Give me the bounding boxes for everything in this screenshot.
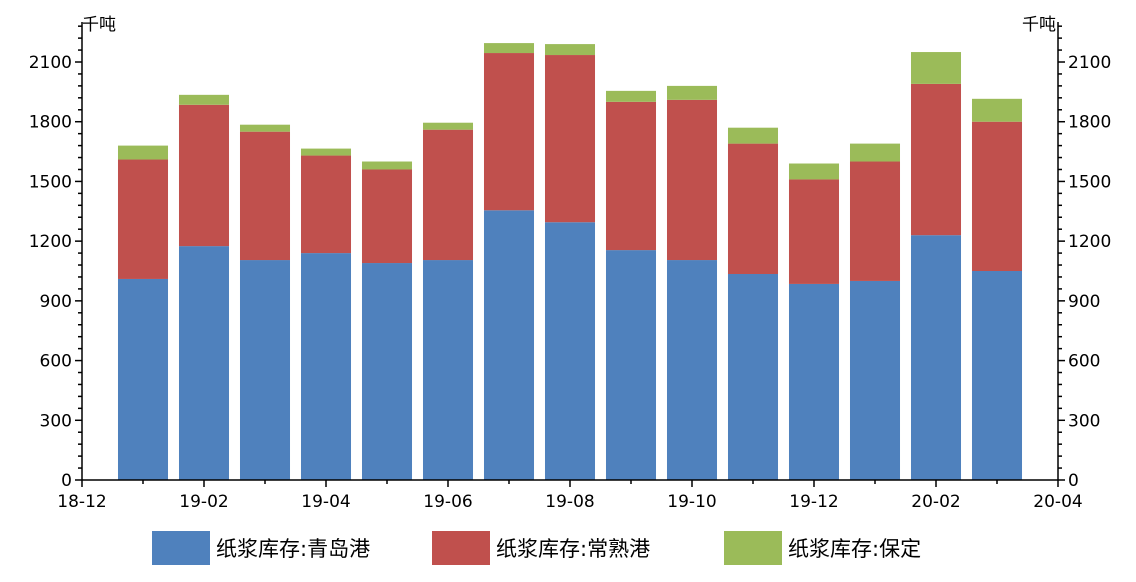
bar-segment-2020-02-s2 [910, 52, 962, 84]
bar-segment-2019-05-s1 [361, 169, 413, 264]
legend-label-1: 纸浆库存:常熟港 [496, 537, 650, 561]
bar-segment-2019-02-s2 [178, 94, 230, 105]
bar-segment-2020-03-s1 [971, 121, 1023, 272]
x-tick-label: 20-04 [1033, 492, 1082, 512]
bars-layer [117, 43, 1023, 481]
y-axis-unit-left: 千吨 [82, 15, 116, 35]
x-tick-label: 18-12 [57, 492, 106, 512]
legend-label-2: 纸浆库存:保定 [788, 537, 921, 561]
y-tick-label-left: 900 [40, 292, 72, 312]
x-tick-label: 19-08 [545, 492, 594, 512]
bar-segment-2020-01-s0 [849, 280, 901, 480]
x-tick-label: 19-04 [301, 492, 350, 512]
bar-segment-2019-10-s1 [666, 99, 718, 261]
bar-segment-2019-04-s2 [300, 148, 352, 156]
y-tick-label-right: 1500 [1068, 172, 1111, 192]
bar-segment-2019-06-s1 [422, 129, 474, 261]
y-tick-label-right: 0 [1068, 471, 1079, 491]
legend-swatch-0 [152, 531, 210, 565]
bar-segment-2019-10-s0 [666, 260, 718, 480]
x-tick-label: 19-12 [789, 492, 838, 512]
bar-segment-2019-05-s2 [361, 161, 413, 170]
bar-segment-2019-11-s1 [727, 143, 779, 274]
x-tick-label: 19-10 [667, 492, 716, 512]
bar-segment-2019-02-s0 [178, 246, 230, 480]
y-tick-label-left: 300 [40, 411, 72, 431]
y-tick-label-right: 1200 [1068, 232, 1111, 252]
bar-segment-2019-09-s1 [605, 101, 657, 251]
bar-segment-2020-03-s0 [971, 271, 1023, 480]
bar-segment-2019-12-s2 [788, 163, 840, 180]
y-tick-label-left: 1500 [29, 172, 72, 192]
bar-segment-2020-03-s2 [971, 98, 1023, 122]
x-tick-label: 19-06 [423, 492, 472, 512]
bar-segment-2019-11-s0 [727, 273, 779, 480]
bar-segment-2019-07-s0 [483, 210, 535, 481]
x-tick-label: 20-02 [911, 492, 960, 512]
legend-label-0: 纸浆库存:青岛港 [216, 537, 370, 561]
bar-segment-2020-02-s0 [910, 235, 962, 480]
legend-swatch-2 [724, 531, 782, 565]
y-axis-unit-right: 千吨 [1022, 15, 1056, 35]
bar-segment-2019-09-s2 [605, 90, 657, 102]
bar-segment-2019-04-s1 [300, 155, 352, 254]
x-tick-label: 19-02 [179, 492, 228, 512]
y-tick-label-right: 300 [1068, 411, 1100, 431]
bar-segment-2019-02-s1 [178, 104, 230, 247]
bar-segment-2019-01-s1 [117, 159, 169, 279]
y-tick-label-left: 2100 [29, 53, 72, 73]
legend-swatch-1 [432, 531, 490, 565]
bar-segment-2019-12-s1 [788, 179, 840, 284]
bar-segment-2019-03-s2 [239, 124, 291, 132]
bar-segment-2019-06-s0 [422, 260, 474, 480]
bar-segment-2019-04-s0 [300, 253, 352, 480]
bar-segment-2019-05-s0 [361, 263, 413, 480]
y-tick-label-right: 2100 [1068, 53, 1111, 73]
bar-segment-2019-07-s2 [483, 43, 535, 54]
y-tick-label-left: 600 [40, 352, 72, 372]
bar-segment-2019-01-s2 [117, 145, 169, 160]
bar-segment-2020-02-s1 [910, 83, 962, 236]
bar-segment-2019-07-s1 [483, 53, 535, 211]
y-tick-label-right: 1800 [1068, 113, 1111, 133]
y-tick-label-left: 1200 [29, 232, 72, 252]
bar-segment-2019-11-s2 [727, 127, 779, 144]
bar-segment-2019-10-s2 [666, 85, 718, 100]
y-tick-label-right: 600 [1068, 352, 1100, 372]
bar-segment-2019-03-s1 [239, 131, 291, 261]
bar-segment-2019-08-s2 [544, 44, 596, 56]
bar-segment-2019-09-s0 [605, 250, 657, 480]
y-tick-label-left: 1800 [29, 113, 72, 133]
axes-layer: 0 0 300 300 600 600 900 900 1200 1200 1500 1500 1800… [29, 22, 1111, 512]
y-tick-label-left: 0 [61, 471, 72, 491]
bar-segment-2019-01-s0 [117, 278, 169, 480]
bar-segment-2019-12-s0 [788, 283, 840, 480]
bar-segment-2020-01-s1 [849, 161, 901, 281]
bar-segment-2019-08-s1 [544, 55, 596, 223]
y-tick-label-right: 900 [1068, 292, 1100, 312]
bar-segment-2019-03-s0 [239, 260, 291, 480]
legend: 纸浆库存:青岛港 纸浆库存:常熟港 纸浆库存:保定 [152, 531, 921, 565]
bar-segment-2019-08-s0 [544, 222, 596, 481]
bar-segment-2020-01-s2 [849, 143, 901, 162]
bar-segment-2019-06-s2 [422, 122, 474, 130]
